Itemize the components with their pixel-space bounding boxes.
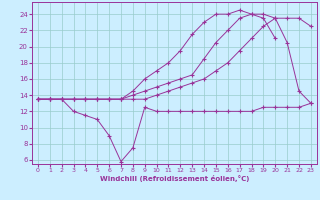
X-axis label: Windchill (Refroidissement éolien,°C): Windchill (Refroidissement éolien,°C) xyxy=(100,175,249,182)
